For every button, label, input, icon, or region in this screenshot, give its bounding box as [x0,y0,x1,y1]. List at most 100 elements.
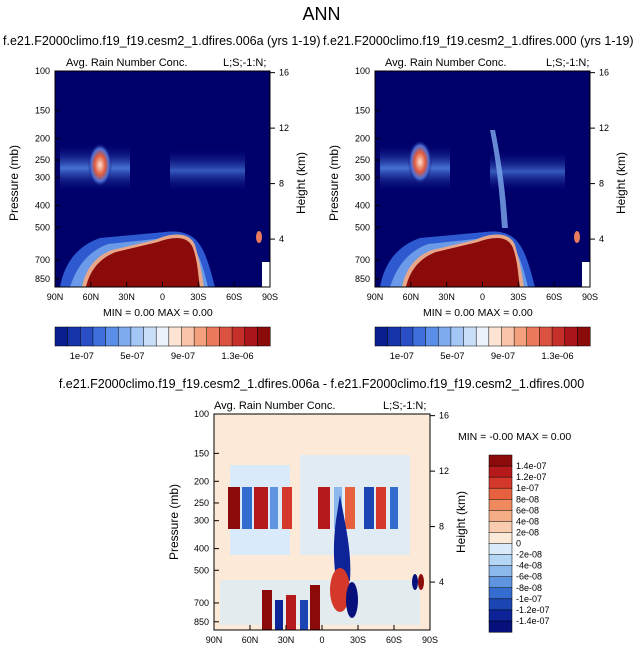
y-tick-label: 850 [355,274,370,284]
y2-tick-label: 4 [599,234,604,244]
colorbar-swatch [117,326,132,347]
colorbar-swatch [488,326,503,347]
y-tick-label: 700 [194,598,209,608]
colorbar-swatch [155,326,170,347]
y-tick-label: 300 [194,516,209,526]
y-tick-label: 500 [35,222,50,232]
y2-tick-label: 12 [279,123,289,133]
diff-y2label: Height (km) [454,491,468,553]
y-tick-label: 150 [355,105,370,115]
colorbar-swatch [450,326,465,347]
x-tick-label: 30N [118,292,135,302]
colorbar-label: 0 [516,539,521,549]
panel-right: Avg. Rain Number Conc. L;S;-1:N; MIN = 0… [327,57,628,362]
left-colorbar: 1e-07 5e-07 9e-07 1.3e-06 [54,326,271,362]
y-tick-label: 700 [35,255,50,265]
colorbar-swatch [67,326,81,347]
y2-tick-label: 16 [599,68,609,78]
page-title: ANN [302,4,341,24]
colorbar-label: 1.3e-06 [221,351,253,362]
y2-tick-label: 12 [439,466,449,476]
left-y2label: Height (km) [294,152,308,214]
x-tick-label: 30S [190,292,206,302]
y-tick-label: 250 [35,155,50,165]
colorbar-label: 6e-08 [516,505,539,515]
colorbar-label: -1e-07 [516,594,542,604]
colorbar-swatch [219,326,233,347]
colorbar-label: 9e-07 [491,351,515,362]
colorbar-swatch [577,326,591,347]
x-tick-label: 30S [350,635,366,645]
left-corner-label: L;S;-1:N; [223,57,266,69]
x-tick-label: 60N [242,635,259,645]
y-tick-label: 250 [194,498,209,508]
y-tick-label: 400 [355,201,370,211]
right-ylabel: Pressure (mb) [327,145,341,221]
diff-variable-label: Avg. Rain Number Conc. [214,400,335,412]
colorbar-label: -4e-08 [516,561,542,571]
y-tick-label: 100 [355,66,370,76]
colorbar-swatch [488,565,513,578]
colorbar-label: -8e-08 [516,583,542,593]
y-tick-label: 700 [355,255,370,265]
y2-tick-label: 8 [279,179,284,189]
colorbar-label: 9e-07 [171,351,195,362]
y-tick-label: 500 [355,222,370,232]
y2-tick-label: 16 [279,68,289,78]
colorbar-swatch [488,510,513,522]
colorbar-swatch [130,326,145,347]
x-tick-label: 60N [403,292,420,302]
colorbar-swatch [475,326,490,347]
colorbar-swatch [564,326,578,347]
y-tick-label: 850 [194,617,209,627]
colorbar-label: 2e-08 [516,527,539,537]
colorbar-swatch [488,476,513,489]
colorbar-swatch [488,587,513,600]
colorbar-swatch [54,326,69,347]
colorbar-label: 1.3e-06 [541,351,573,362]
colorbar-swatch [488,499,513,511]
diff-stats: MIN = -0.00 MAX = 0.00 [458,431,571,443]
y-tick-label: 100 [35,66,50,76]
colorbar-swatch [488,576,513,589]
y-tick-label: 500 [194,565,209,575]
colorbar-swatch [257,326,271,347]
colorbar-swatch [425,326,439,347]
colorbar-swatch [463,326,477,347]
colorbar-swatch [244,326,258,347]
x-tick-label: 60S [546,292,562,302]
colorbar-label: 1e-07 [70,351,94,362]
diff-title: f.e21.F2000climo.f19_f19.cesm2_1.dfires.… [58,377,585,391]
colorbar-swatch [526,326,540,347]
y-tick-label: 300 [35,173,50,183]
panel-diff: Avg. Rain Number Conc. L;S;-1:N; MIN = -… [167,400,571,645]
x-tick-label: 0 [160,292,165,302]
colorbar-swatch [488,532,513,545]
y-tick-label: 250 [355,155,370,165]
y-tick-label: 100 [194,409,209,419]
y-tick-label: 200 [194,476,209,486]
colorbar-swatch [92,326,107,347]
y-tick-label: 850 [35,274,50,284]
left-axes: 90N 60N 30N 0 30S 60S 90S 100 150 200 250 300 400 500… [35,66,289,302]
colorbar-label: 1e-07 [390,351,414,362]
x-tick-label: 30N [438,292,455,302]
colorbar-swatch [168,326,183,347]
diff-axes: 90N 60N 30N 0 30S 60S 90S 100 150 200 250 300 400 500… [194,409,449,645]
colorbar-label: 8e-08 [516,494,539,504]
colorbar-label: 5e-07 [440,351,464,362]
colorbar-label: -2e-08 [516,550,542,560]
x-tick-label: 60S [226,292,242,302]
colorbar-swatch [400,326,414,347]
colorbar-swatch [412,326,427,347]
colorbar-swatch [437,326,452,347]
y-tick-label: 200 [355,133,370,143]
left-stats: MIN = 0.00 MAX = 0.00 [103,307,213,319]
right-axes: 90N 60N 30N 0 30S 60S 90S 100 150 200 250 300 400 500… [355,66,609,302]
colorbar-swatch [374,326,389,347]
x-tick-label: 90N [367,292,384,302]
right-colorbar: 1e-07 5e-07 9e-07 1.3e-06 [374,326,591,362]
y2-tick-label: 12 [599,123,609,133]
diff-corner-label: L;S;-1:N; [383,400,426,412]
